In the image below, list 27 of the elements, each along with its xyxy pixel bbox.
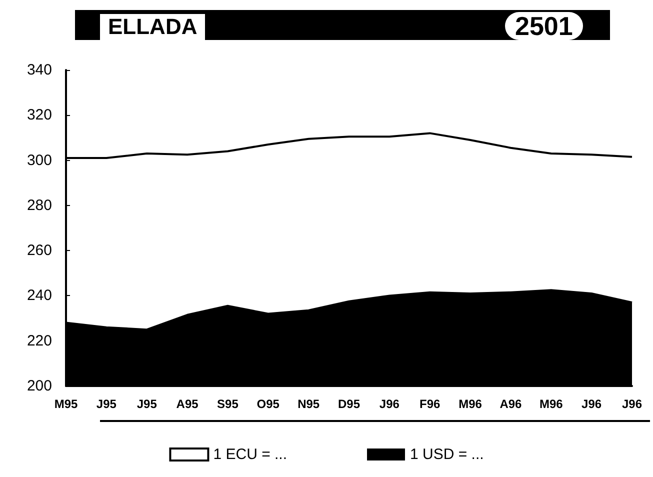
- x-tick-label: J96: [622, 397, 642, 411]
- x-tick-label: A96: [500, 397, 522, 411]
- x-tick-label: J95: [96, 397, 117, 411]
- x-tick-label: O95: [256, 397, 280, 411]
- x-tick-label: F96: [420, 397, 441, 411]
- y-tick-label: 200: [26, 378, 52, 394]
- x-tick-label: A95: [176, 397, 199, 411]
- x-tick-label: M95: [54, 397, 78, 411]
- chart-title: ELLADA: [100, 14, 206, 40]
- legend-label: 1 USD = ...: [410, 446, 484, 463]
- x-tick-label: J96: [582, 397, 602, 411]
- x-tick-label: M96: [458, 397, 482, 411]
- y-tick-label: 340: [26, 62, 52, 78]
- x-tick-label: S95: [217, 397, 239, 411]
- y-tick-label: 220: [26, 332, 52, 350]
- text: 2501: [505, 11, 583, 41]
- x-tick-label: D95: [338, 397, 360, 411]
- x-tick-label: N95: [298, 397, 320, 411]
- y-tick-label: 240: [26, 287, 52, 304]
- y-tick-label: 260: [26, 242, 52, 260]
- x-tick-label: J96: [379, 397, 400, 411]
- y-tick-label: 320: [26, 106, 52, 124]
- y-tick-label: 300: [26, 152, 52, 169]
- x-tick-label: M96: [539, 397, 564, 411]
- y-tick-label: 280: [26, 196, 52, 214]
- legend-label: 1 ECU = ...: [213, 446, 288, 463]
- x-tick-label: J95: [136, 397, 158, 411]
